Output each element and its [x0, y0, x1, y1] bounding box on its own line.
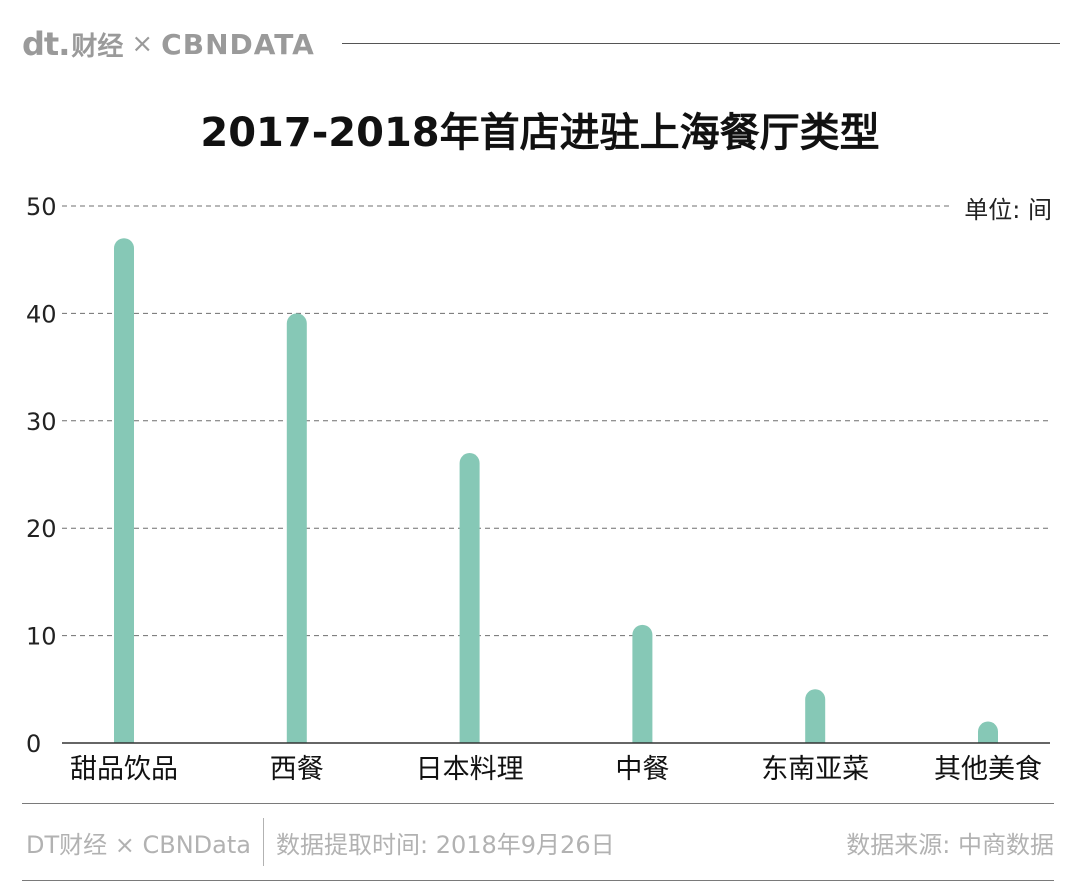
- y-tick-label: 20: [26, 515, 57, 543]
- y-tick-label: 30: [26, 408, 57, 436]
- y-tick-label: 40: [26, 300, 57, 328]
- bar: [459, 453, 480, 753]
- brand-dt: dt.: [22, 25, 70, 63]
- x-category-label: 西餐: [270, 754, 324, 785]
- x-category-label: 甜品饮品: [70, 754, 178, 785]
- footer-extract-time: 数据提取时间: 2018年9月26日: [276, 830, 615, 859]
- x-category-label: 日本料理: [416, 754, 524, 785]
- bar: [114, 238, 134, 754]
- brand-cbndata: CBNDATA: [161, 27, 315, 61]
- header-divider: [342, 43, 1060, 44]
- bar: [286, 313, 307, 753]
- footer: DT财经 × CBNData 数据提取时间: 2018年9月26日 数据来源: …: [26, 816, 1054, 868]
- x-category-label: 东南亚菜: [761, 754, 869, 785]
- axis-mask: [62, 743, 1050, 757]
- footer-brand: DT财经 × CBNData: [26, 830, 251, 859]
- y-tick-label: 50: [26, 193, 57, 221]
- footer-top-divider: [22, 803, 1054, 804]
- y-tick-label: 0: [26, 730, 41, 758]
- footer-separator: [263, 818, 264, 866]
- bar: [632, 624, 653, 753]
- footer-bottom-divider: [22, 880, 1054, 881]
- footer-source: 数据来源: 中商数据: [846, 830, 1054, 859]
- x-category-label: 其他美食: [934, 754, 1042, 785]
- brand-logo: dt. 财经 × CBNDATA: [22, 24, 315, 64]
- bar: [805, 689, 826, 753]
- brand-cn: 财经: [71, 31, 124, 62]
- x-category-label: 中餐: [615, 754, 669, 785]
- unit-label: 单位: 间: [952, 190, 1052, 225]
- y-tick-label: 10: [26, 623, 57, 651]
- bar-chart: 0 10 20 30 40 50 甜品饮品 西餐 日本料理 中餐 东南亚菜 其他美食: [26, 193, 1050, 785]
- chart-title: 2017-2018年首店进驻上海餐厅类型: [200, 110, 880, 156]
- brand-separator: ×: [131, 29, 154, 59]
